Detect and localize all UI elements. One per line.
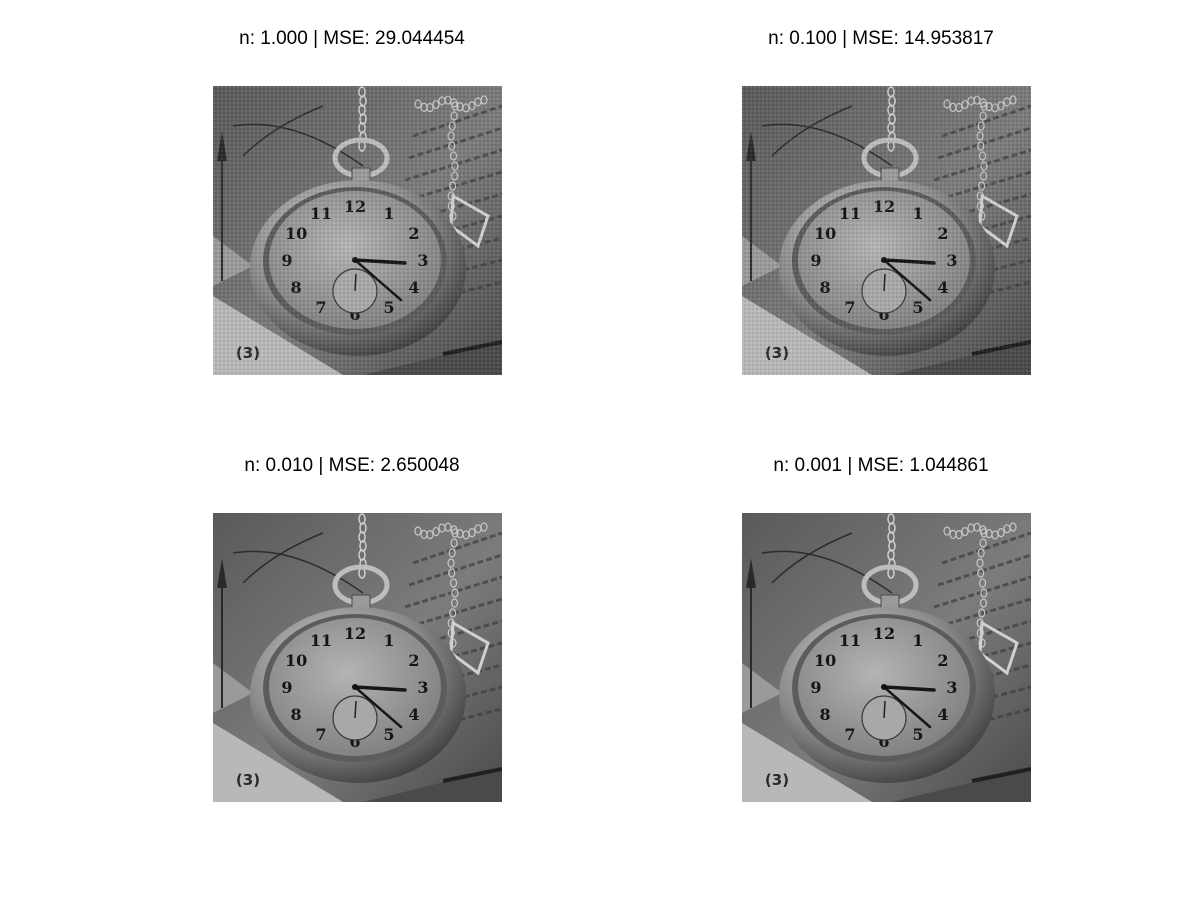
panel-3-image: 12 1 2 3 4 5 6 7 8 9 10 11 (3) — [213, 513, 502, 802]
svg-text:(3): (3) — [236, 771, 260, 789]
svg-text:7: 7 — [315, 725, 326, 744]
svg-text:5: 5 — [912, 725, 923, 744]
svg-text:(3): (3) — [765, 771, 789, 789]
svg-text:1: 1 — [383, 631, 394, 650]
svg-text:11: 11 — [310, 631, 332, 650]
svg-text:10: 10 — [285, 651, 307, 670]
svg-text:12: 12 — [344, 624, 366, 643]
panel-4-image: 12 1 2 3 4 5 6 7 8 9 10 11 (3) — [742, 513, 1031, 802]
panel-2-title: n: 0.100 | MSE: 14.953817 — [768, 29, 994, 48]
svg-text:12: 12 — [873, 624, 895, 643]
svg-text:1: 1 — [912, 631, 923, 650]
svg-text:4: 4 — [937, 705, 948, 724]
panel-3-title: n: 0.010 | MSE: 2.650048 — [244, 456, 459, 475]
panel-4-title: n: 0.001 | MSE: 1.044861 — [773, 456, 988, 475]
svg-text:9: 9 — [810, 678, 821, 697]
svg-text:4: 4 — [408, 705, 419, 724]
svg-text:8: 8 — [820, 705, 831, 724]
svg-text:9: 9 — [281, 678, 292, 697]
svg-text:2: 2 — [408, 651, 419, 670]
svg-text:3: 3 — [946, 678, 957, 697]
svg-text:11: 11 — [839, 631, 861, 650]
svg-text:10: 10 — [814, 651, 836, 670]
svg-text:5: 5 — [383, 725, 394, 744]
panel-1-title: n: 1.000 | MSE: 29.044454 — [239, 29, 465, 48]
svg-text:8: 8 — [291, 705, 302, 724]
svg-text:2: 2 — [937, 651, 948, 670]
svg-text:7: 7 — [844, 725, 855, 744]
svg-text:3: 3 — [417, 678, 428, 697]
